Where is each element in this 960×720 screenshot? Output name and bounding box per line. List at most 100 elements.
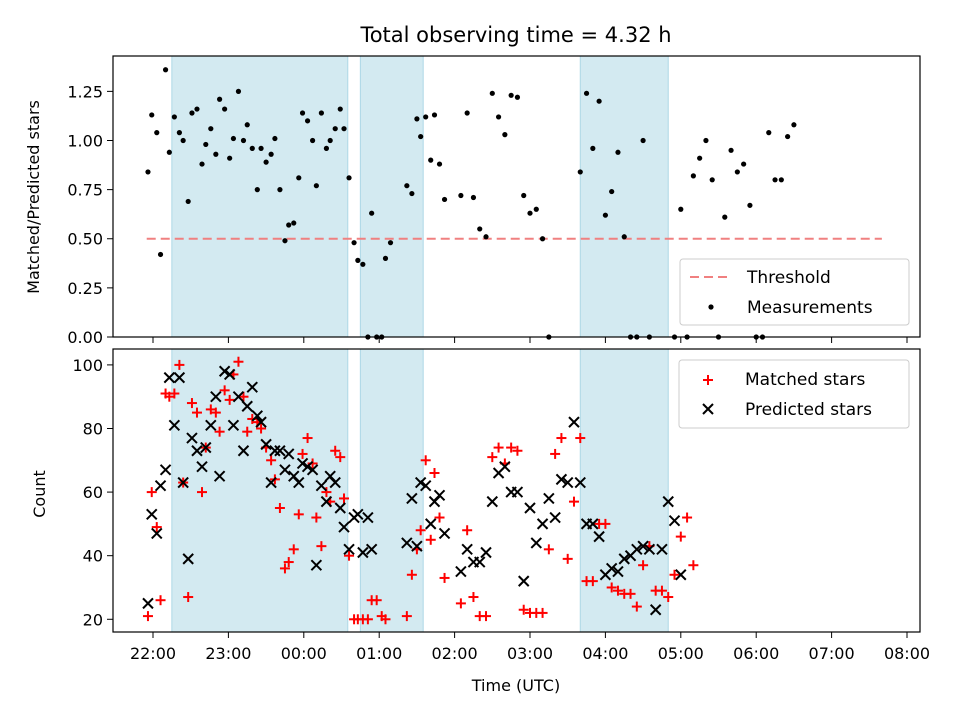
measurement-point: [299, 110, 306, 116]
predicted-star-point: [499, 460, 511, 473]
predicted-star-stroke: [656, 543, 668, 556]
predicted-star-stroke: [549, 511, 561, 524]
matched-star-point: [311, 512, 322, 523]
matched-star-point: [638, 560, 649, 571]
predicted-star-point: [237, 445, 250, 457]
measurement-point: [502, 132, 508, 138]
predicted-star-point: [163, 371, 176, 384]
matched-star-point: [174, 359, 185, 370]
predicted-star-point: [662, 495, 674, 508]
measurement-point: [217, 96, 223, 102]
top-y-tick-label: 0.25: [67, 279, 103, 298]
measurement-point: [577, 169, 583, 175]
predicted-star-stroke: [455, 565, 467, 578]
predicted-star-stroke: [618, 553, 630, 565]
measurement-point: [277, 187, 283, 193]
predicted-star-point: [649, 604, 662, 616]
matched-star-point: [512, 445, 523, 456]
predicted-star-point: [151, 527, 163, 540]
predicted-star-stroke: [315, 480, 328, 492]
matched-star-point: [455, 598, 466, 609]
predicted-star-point: [310, 559, 323, 571]
predicted-star-point: [227, 419, 240, 432]
measurement-point: [327, 137, 333, 144]
measurement-point: [671, 334, 678, 340]
measurement-point: [697, 155, 703, 161]
matched-star-point: [688, 560, 699, 571]
legend-predicted-swatch: [702, 403, 714, 415]
predicted-star-stroke: [306, 464, 319, 476]
matched-star-point: [266, 455, 277, 466]
measurement-point: [360, 261, 366, 267]
predicted-star-point: [315, 480, 328, 492]
measurement-point: [346, 175, 352, 181]
predicted-star-point: [668, 515, 681, 527]
predicted-star-point: [246, 381, 258, 393]
predicted-star-stroke: [218, 365, 231, 377]
top-y-tick-label: 0.50: [67, 230, 103, 249]
x-tick-label: 08:00: [884, 644, 930, 663]
predicted-star-point: [213, 470, 226, 482]
predicted-star-point: [612, 565, 624, 578]
top-y-tick-label: 1.00: [67, 131, 103, 150]
predicted-star-stroke: [269, 445, 281, 457]
predicted-star-point: [406, 492, 418, 505]
predicted-star-point: [306, 464, 319, 476]
matched-star-point: [556, 433, 567, 444]
matched-star-point: [380, 614, 391, 625]
matched-star-point: [219, 385, 230, 396]
matched-star-point: [434, 512, 445, 523]
matched-star-point: [183, 592, 194, 603]
predicted-star-stroke: [274, 445, 286, 457]
predicted-star-stroke: [574, 476, 586, 489]
predicted-star-stroke: [486, 495, 499, 508]
predicted-star-point: [241, 400, 253, 412]
predicted-star-point: [146, 508, 158, 521]
predicted-star-stroke: [232, 390, 245, 403]
predicted-star-point: [186, 432, 198, 444]
measurement-point: [341, 126, 347, 132]
matched-star-point: [151, 522, 162, 533]
x-tick-label: 23:00: [205, 644, 251, 663]
measurement-point: [514, 94, 521, 100]
measurement-point: [527, 210, 533, 216]
predicted-star-stroke: [301, 460, 314, 473]
bottom-y-tick-label: 20: [83, 610, 103, 629]
measurement-point: [249, 145, 255, 151]
predicted-star-stroke: [260, 438, 272, 451]
matched-star-point: [302, 433, 313, 444]
predicted-star-point: [159, 464, 172, 476]
predicted-star-stroke: [411, 540, 423, 552]
predicted-star-stroke: [159, 464, 172, 476]
predicted-star-point: [555, 473, 568, 486]
predicted-star-stroke: [637, 540, 649, 552]
measurement-point: [203, 141, 209, 148]
matched-star-point: [562, 553, 573, 564]
predicted-star-point: [480, 546, 492, 559]
predicted-star-stroke: [343, 543, 355, 556]
x-tick-label: 00:00: [281, 644, 327, 663]
predicted-star-stroke: [433, 489, 446, 501]
matched-star-point: [415, 525, 426, 536]
measurement-point: [185, 198, 191, 205]
predicted-star-stroke: [163, 371, 176, 384]
measurement-point: [296, 175, 302, 181]
measurement-point: [213, 151, 219, 157]
measurement-point: [235, 88, 242, 94]
x-tick-label: 03:00: [507, 644, 553, 663]
x-tick-label: 07:00: [809, 644, 855, 663]
predicted-star-stroke: [329, 476, 341, 489]
predicted-star-stroke: [480, 546, 492, 559]
matched-star-point: [371, 595, 382, 606]
measurement-point: [166, 149, 172, 155]
predicted-star-point: [530, 537, 542, 549]
legend-matched-label: Matched stars: [745, 370, 865, 390]
predicted-star-point: [631, 543, 643, 556]
measurement-point: [145, 169, 151, 175]
measurement-point: [244, 122, 250, 128]
measurement-point: [436, 161, 443, 167]
measurement-point: [728, 147, 734, 153]
measurement-point: [414, 116, 420, 122]
matched-star-point: [518, 604, 529, 615]
measurement-point: [282, 238, 288, 244]
